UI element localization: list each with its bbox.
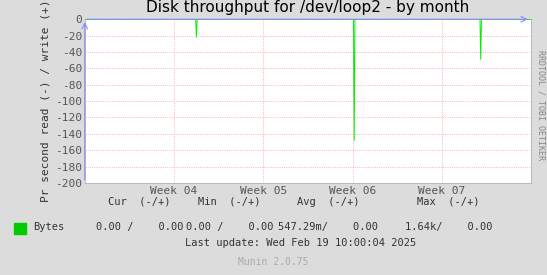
- Text: Munin 2.0.75: Munin 2.0.75: [238, 257, 309, 267]
- Title: Disk throughput for /dev/loop2 - by month: Disk throughput for /dev/loop2 - by mont…: [146, 0, 469, 15]
- Text: Bytes: Bytes: [33, 222, 64, 232]
- Text: Max  (-/+): Max (-/+): [417, 197, 480, 207]
- Text: Avg  (-/+): Avg (-/+): [297, 197, 359, 207]
- Text: Last update: Wed Feb 19 10:00:04 2025: Last update: Wed Feb 19 10:00:04 2025: [185, 238, 416, 248]
- Text: RRDTOOL / TOBI OETIKER: RRDTOOL / TOBI OETIKER: [537, 50, 546, 160]
- Text: 547.29m/    0.00: 547.29m/ 0.00: [278, 222, 378, 232]
- Text: Cur  (-/+): Cur (-/+): [108, 197, 171, 207]
- Text: Min  (-/+): Min (-/+): [199, 197, 261, 207]
- Text: 0.00 /    0.00: 0.00 / 0.00: [96, 222, 183, 232]
- Text: 1.64k/    0.00: 1.64k/ 0.00: [405, 222, 492, 232]
- Y-axis label: Pr second read (-) / write (+): Pr second read (-) / write (+): [41, 0, 51, 202]
- Text: 0.00 /    0.00: 0.00 / 0.00: [186, 222, 274, 232]
